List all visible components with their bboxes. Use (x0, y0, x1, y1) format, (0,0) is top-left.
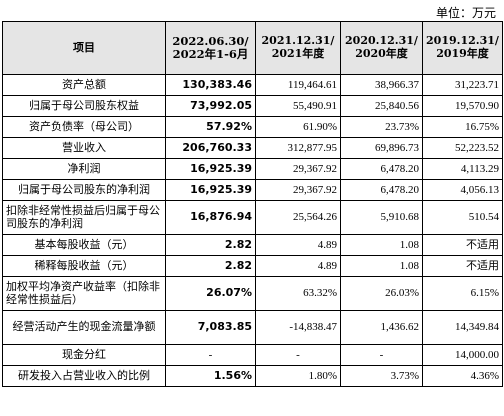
table-row: 归属于母公司股东权益 73,992.05 55,490.91 25,840.56… (2, 95, 503, 117)
cell-2021: 1.80% (255, 365, 341, 387)
table-row: 资产负债率（母公司） 57.92% 61.90% 23.73% 16.75% (2, 116, 503, 138)
header-2019: 2019.12.31/ 2019年度 (422, 21, 503, 75)
cell-2020: 6,478.20 (340, 179, 423, 201)
cell-2021: 55,490.91 (255, 95, 341, 117)
row-label: 资产总额 (2, 74, 166, 96)
row-label: 净利润 (2, 158, 166, 180)
header-item: 项目 (2, 21, 166, 75)
cell-2021: 4.89 (255, 234, 341, 256)
cell-2022: 1.56% (165, 365, 256, 387)
financial-table: 项目 2022.06.30/ 2022年1-6月 2021.12.31/ 202… (2, 21, 503, 387)
cell-2019: 6.15% (422, 276, 503, 311)
table-row: 资产总额 130,383.46 119,464.61 38,966.37 31,… (2, 74, 503, 96)
cell-2020: 26.03% (340, 276, 423, 311)
cell-2020: 1,436.62 (340, 310, 423, 345)
cell-2019: 不适用 (422, 234, 503, 256)
cell-2020: 23.73% (340, 116, 423, 138)
table-row: 稀释每股收益（元） 2.82 4.89 1.08 不适用 (2, 255, 503, 277)
cell-2021: 29,367.92 (255, 179, 341, 201)
cell-2021: 29,367.92 (255, 158, 341, 180)
cell-2021: 119,464.61 (255, 74, 341, 96)
header-2022: 2022.06.30/ 2022年1-6月 (165, 21, 256, 75)
cell-2019: 4,056.13 (422, 179, 503, 201)
row-label: 现金分红 (2, 344, 166, 366)
cell-2022: 16,925.39 (165, 158, 256, 180)
table-row: 经营活动产生的现金流量净额 7,083.85 -14,838.47 1,436.… (2, 310, 503, 345)
cell-2021: - (255, 344, 341, 366)
row-label: 经营活动产生的现金流量净额 (2, 310, 166, 345)
table-row: 归属于母公司股东的净利润 16,925.39 29,367.92 6,478.2… (2, 179, 503, 201)
cell-2020: - (340, 344, 423, 366)
cell-2019: 510.54 (422, 200, 503, 235)
cell-2020: 38,966.37 (340, 74, 423, 96)
cell-2022: 26.07% (165, 276, 256, 311)
cell-2022: 57.92% (165, 116, 256, 138)
cell-2022: 2.82 (165, 255, 256, 277)
row-label: 营业收入 (2, 137, 166, 159)
table-row: 扣除非经常性损益后归属于母公司股东的净利润 16,876.94 25,564.2… (2, 200, 503, 235)
cell-2019: 不适用 (422, 255, 503, 277)
row-label: 扣除非经常性损益后归属于母公司股东的净利润 (2, 200, 166, 235)
header-2020: 2020.12.31/ 2020年度 (340, 21, 423, 75)
cell-2019: 14,000.00 (422, 344, 503, 366)
unit-label: 单位：万元 (435, 6, 496, 20)
cell-2021: 63.32% (255, 276, 341, 311)
cell-2022: 2.82 (165, 234, 256, 256)
cell-2020: 1.08 (340, 234, 423, 256)
row-label: 研发投入占营业收入的比例 (2, 365, 166, 387)
table-row: 营业收入 206,760.33 312,877.95 69,896.73 52,… (2, 137, 503, 159)
header-2021: 2021.12.31/ 2021年度 (255, 21, 341, 75)
cell-2021: 4.89 (255, 255, 341, 277)
cell-2021: -14,838.47 (255, 310, 341, 345)
cell-2020: 69,896.73 (340, 137, 423, 159)
cell-2022: - (165, 344, 256, 366)
cell-2020: 1.08 (340, 255, 423, 277)
row-label: 资产负债率（母公司） (2, 116, 166, 138)
cell-2021: 312,877.95 (255, 137, 341, 159)
cell-2019: 14,349.84 (422, 310, 503, 345)
cell-2019: 19,570.90 (422, 95, 503, 117)
cell-2019: 31,223.71 (422, 74, 503, 96)
row-label: 基本每股收益（元） (2, 234, 166, 256)
cell-2020: 5,910.68 (340, 200, 423, 235)
cell-2021: 61.90% (255, 116, 341, 138)
cell-2021: 25,564.26 (255, 200, 341, 235)
cell-2019: 52,223.52 (422, 137, 503, 159)
cell-2019: 4.36% (422, 365, 503, 387)
cell-2020: 25,840.56 (340, 95, 423, 117)
table-row: 研发投入占营业收入的比例 1.56% 1.80% 3.73% 4.36% (2, 365, 503, 387)
cell-2022: 206,760.33 (165, 137, 256, 159)
row-label: 加权平均净资产收益率（扣除非经常性损益后） (2, 276, 166, 311)
cell-2022: 16,925.39 (165, 179, 256, 201)
row-label: 稀释每股收益（元） (2, 255, 166, 277)
cell-2019: 4,113.29 (422, 158, 503, 180)
cell-2019: 16.75% (422, 116, 503, 138)
cell-2022: 16,876.94 (165, 200, 256, 235)
cell-2022: 7,083.85 (165, 310, 256, 345)
table-row: 现金分红 - - - 14,000.00 (2, 344, 503, 366)
cell-2022: 130,383.46 (165, 74, 256, 96)
cell-2020: 3.73% (340, 365, 423, 387)
row-label: 归属于母公司股东权益 (2, 95, 166, 117)
row-label: 归属于母公司股东的净利润 (2, 179, 166, 201)
table-row: 加权平均净资产收益率（扣除非经常性损益后） 26.07% 63.32% 26.0… (2, 276, 503, 311)
table-row: 净利润 16,925.39 29,367.92 6,478.20 4,113.2… (2, 158, 503, 180)
cell-2022: 73,992.05 (165, 95, 256, 117)
cell-2020: 6,478.20 (340, 158, 423, 180)
header-row: 项目 2022.06.30/ 2022年1-6月 2021.12.31/ 202… (2, 21, 503, 75)
table-row: 基本每股收益（元） 2.82 4.89 1.08 不适用 (2, 234, 503, 256)
